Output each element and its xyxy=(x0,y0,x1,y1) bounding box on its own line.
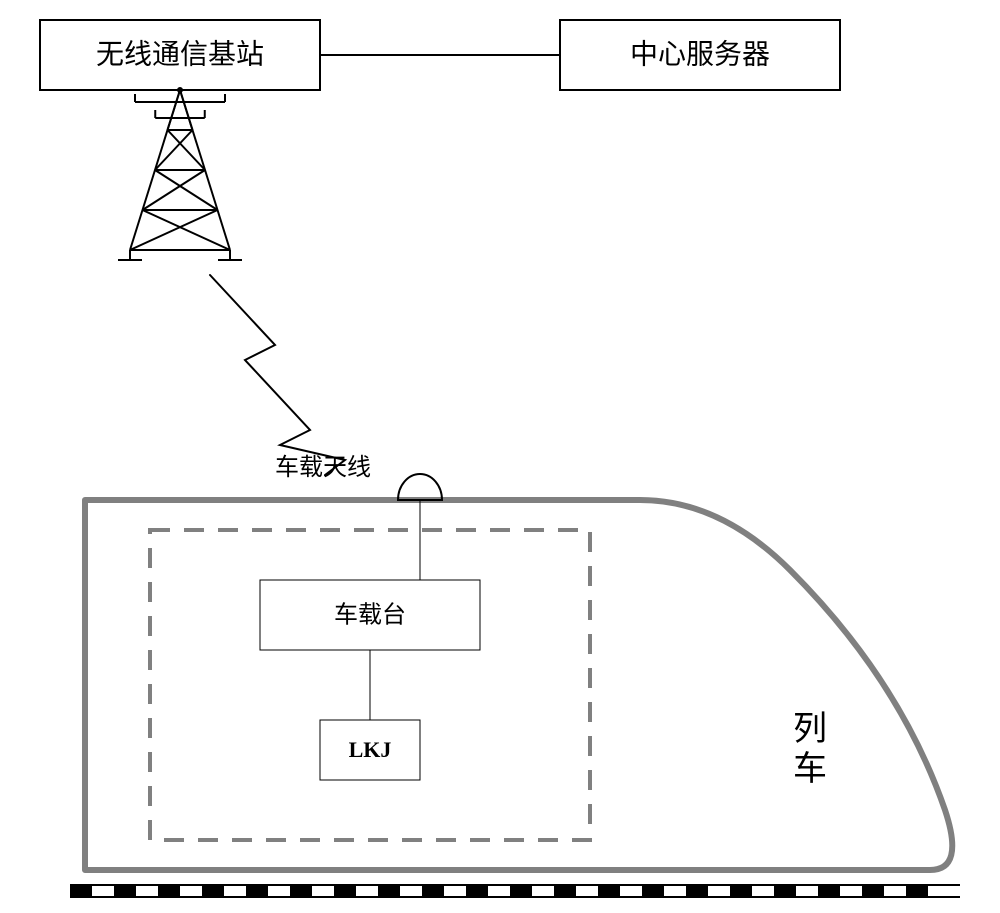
base-station-box-label: 无线通信基站 xyxy=(96,38,264,70)
train-label-2: 车 xyxy=(793,750,827,788)
tower-icon xyxy=(118,87,242,260)
train-label: 列 xyxy=(793,711,827,748)
antenna-label: 车载天线 xyxy=(275,454,371,481)
central-server-box-label: 中心服务器 xyxy=(630,38,770,70)
wireless-link-icon xyxy=(210,275,345,475)
lkj-label: LKJ xyxy=(349,737,392,762)
onboard-unit-label: 车载台 xyxy=(334,602,406,629)
train-outline xyxy=(85,500,952,870)
antenna-icon xyxy=(398,474,442,500)
track-icon xyxy=(70,885,960,897)
